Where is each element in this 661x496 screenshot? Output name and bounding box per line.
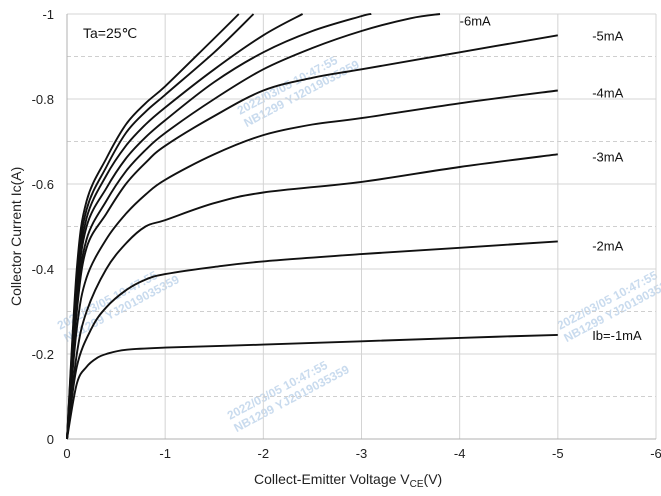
y-tick-label: -0.6 [32,177,54,192]
major-grid [66,13,657,440]
x-tick-label: -5 [552,446,564,461]
series-line-7 [66,13,372,440]
y-tick-label: -1 [42,7,54,22]
curves [66,13,558,440]
x-tick-label: -1 [159,446,171,461]
y-tick-labels: 0 -0.2 -0.4 -0.6 -0.8 -1 [32,7,54,447]
x-tick-labels: 0 -1 -2 -3 -4 -5 -6 [63,446,661,461]
x-tick-label: -2 [258,446,270,461]
y-tick-label: -0.2 [32,347,54,362]
series-label: Ib=-1mA [592,328,642,343]
series-line-5 [66,34,558,440]
watermark-stamp: 2022/03/05 10:47:55NB1299 YJ2019035359 [225,350,352,435]
series-label: -4mA [592,86,623,101]
series-line-3 [66,153,558,440]
series-line-4 [66,89,558,440]
x-tick-label: -3 [356,446,368,461]
series-labels: Ib=-1mA -2mA -3mA -4mA -5mA -6mA [460,13,642,343]
series-label: -6mA [460,13,491,28]
x-tick-label: -6 [650,446,661,461]
x-axis-title: Collect-Emitter Voltage VCE(V) [254,471,442,490]
x-tick-label: 0 [63,446,70,461]
series-label: -3mA [592,149,623,164]
series-line-6 [66,13,441,440]
series-line-1 [66,333,558,440]
series-line-10 [66,13,240,440]
y-tick-label: -0.8 [32,92,54,107]
series-label: -2mA [592,239,623,254]
y-axis-title: Collector Current Ic(A) [8,167,24,306]
series-label: -5mA [592,28,623,43]
condition-annotation: Ta=25℃ [83,25,137,41]
y-tick-label: -0.4 [32,262,54,277]
x-tick-label: -4 [454,446,466,461]
series-line-2 [66,240,558,440]
y-tick-label: 0 [47,432,54,447]
